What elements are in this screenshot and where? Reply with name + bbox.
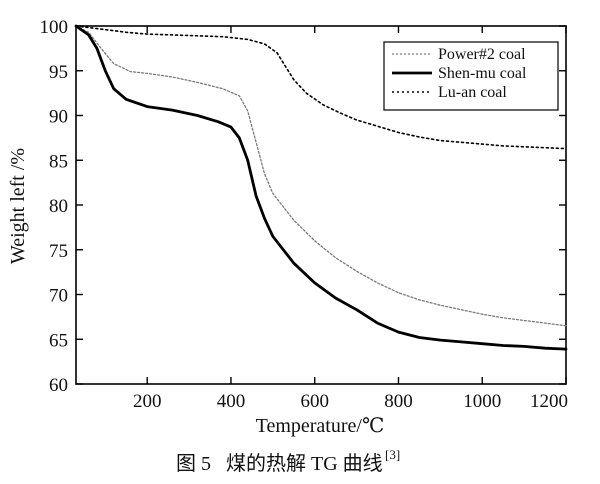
series-group xyxy=(74,24,568,351)
legend-label: Shen-mu coal xyxy=(438,65,527,82)
caption-reference: [3] xyxy=(385,447,400,462)
x-tick-label: 200 xyxy=(133,391,162,412)
figure-caption: 图 5 煤的热解 TG 曲线 [3] xyxy=(176,447,400,475)
series-line-1 xyxy=(75,25,567,327)
caption-figure-label: 图 5 xyxy=(176,453,211,475)
ticks-group: 200 400 600 800 1000 1200 60 65 70 75 80 85 90 95 100 xyxy=(40,17,569,412)
y-tick-label: 100 xyxy=(40,17,69,38)
x-tick-label: 1000 xyxy=(463,391,501,412)
series-line-3 xyxy=(75,25,567,150)
x-tick-label: 600 xyxy=(300,391,329,412)
y-tick-label: 60 xyxy=(49,375,68,396)
y-tick-label: 90 xyxy=(49,107,68,128)
series-line-2 xyxy=(74,24,568,351)
x-axis-title: Temperature/℃ xyxy=(256,415,385,437)
y-axis-title: Weight left /% xyxy=(7,148,29,264)
y-tick-label: 80 xyxy=(49,196,68,217)
x-tick-label: 800 xyxy=(384,391,413,412)
legend-label: Power#2 coal xyxy=(438,46,526,63)
legend-label: Lu-an coal xyxy=(438,84,507,101)
x-tick-label: 1200 xyxy=(530,391,568,412)
x-tick-label: 400 xyxy=(217,391,246,412)
y-tick-label: 75 xyxy=(49,241,68,262)
legend-box xyxy=(383,41,559,111)
caption-text: 煤的热解 TG 曲线 xyxy=(226,452,383,475)
y-tick-label: 70 xyxy=(49,286,68,307)
y-tick-label: 65 xyxy=(49,330,68,351)
legend: Power#2 coal Shen-mu coal Lu-an coal xyxy=(383,41,559,111)
y-tick-label: 95 xyxy=(49,62,68,83)
y-tick-label: 85 xyxy=(49,151,68,172)
